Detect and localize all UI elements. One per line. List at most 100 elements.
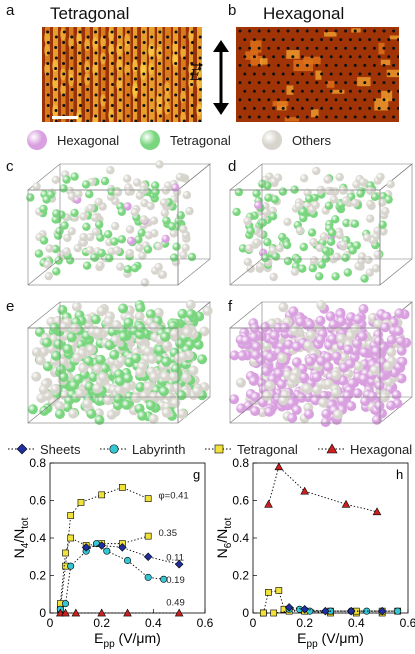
series-line: [86, 545, 180, 565]
y-tick-label: 0.4: [29, 531, 46, 545]
data-point: [160, 575, 168, 583]
legend-circle-icon: [109, 444, 119, 454]
data-point: [363, 607, 371, 615]
data-point: [67, 562, 75, 570]
data-point: [264, 499, 273, 508]
data-point: [143, 552, 153, 561]
data-point: [97, 608, 106, 617]
legend-sphere-icon: [140, 130, 160, 150]
hexagonal-micrograph: [236, 27, 399, 122]
panel-letter: g: [193, 467, 200, 482]
simulation-box-e: [27, 299, 213, 425]
series-line: [60, 543, 164, 610]
field-vector-arrow-icon: [191, 62, 203, 68]
legend-label: Hexagonal: [57, 132, 120, 148]
data-point: [300, 605, 309, 614]
x-tick-label: 0.2: [93, 616, 110, 630]
x-tick-label: 0.6: [197, 616, 214, 630]
series-annotation: 0.11: [166, 553, 184, 564]
y-tick-label: 0.8: [29, 456, 46, 470]
panel-letter: h: [396, 467, 403, 482]
series-line: [59, 486, 149, 610]
data-point: [174, 560, 184, 569]
data-point: [67, 534, 75, 542]
simulation-box-f: [229, 300, 413, 428]
data-point: [372, 507, 382, 516]
data-point: [123, 556, 132, 565]
data-point: [341, 499, 351, 508]
y-tick-label: 0.6: [232, 494, 249, 508]
data-point: [259, 609, 267, 617]
panel-b-letter: b: [228, 2, 237, 19]
particle-legend-item: Tetragonal: [140, 130, 231, 150]
data-point: [265, 589, 272, 596]
y-tick-label: 0.2: [29, 569, 46, 583]
data-point: [346, 606, 356, 616]
series-annotation: φ=0.41: [159, 491, 189, 502]
data-point: [56, 608, 65, 617]
scale-bar: [52, 116, 78, 119]
simulation-box-c: [26, 160, 211, 287]
y-tick-label: 0.2: [232, 569, 249, 583]
x-tick-label: 0.4: [348, 616, 365, 630]
data-point: [118, 543, 127, 552]
data-point: [284, 603, 294, 612]
particle-legend: Hexagonal Tetragonal Others: [0, 130, 415, 154]
y-tick-label: 0: [242, 606, 249, 620]
data-point: [300, 486, 309, 495]
data-point: [103, 547, 111, 555]
panel-f-letter: f: [228, 298, 233, 315]
field-label: E: [190, 66, 201, 84]
series-line: [268, 465, 378, 513]
data-point: [321, 606, 330, 616]
series-legend: Sheets Labyrinth Tetragonal Hexagonal: [0, 440, 415, 458]
legend-label: Tetragonal: [170, 132, 231, 148]
data-point: [77, 499, 85, 506]
series-annotation: 0.19: [166, 575, 185, 586]
y-axis-label: N4/Ntot: [11, 517, 31, 558]
data-point: [61, 608, 70, 617]
data-point: [275, 587, 283, 594]
x-tick-label: 0: [250, 616, 257, 630]
data-point: [274, 462, 284, 471]
panel-d-letter: d: [228, 158, 237, 175]
y-tick-label: 0.4: [232, 531, 249, 545]
y-tick-label: 0: [39, 606, 46, 620]
data-point: [394, 607, 402, 615]
data-point: [144, 532, 152, 540]
legend-triangle-icon: [326, 443, 338, 454]
legend-sphere-icon: [27, 130, 47, 150]
panel-b-title: Hexagonal: [263, 4, 345, 23]
field-arrow-icon: [213, 40, 229, 115]
tetragonal-micrograph: [42, 27, 202, 122]
data-point: [61, 600, 70, 608]
legend-diamond-icon: [16, 443, 28, 455]
panel-a-title: Tetragonal: [50, 4, 130, 23]
chart-h: 0 0.2 0.4 0.6 0 0.2 0.4 0.6 0.8 h N6/Ntot Epp (V/μm…: [214, 456, 415, 650]
legend-square-icon: [214, 444, 224, 454]
x-tick-label: 0: [47, 616, 54, 630]
series-legend-label: Sheets: [40, 442, 81, 457]
simulation-box-d: [229, 163, 413, 286]
panel-a-letter: a: [6, 2, 15, 19]
data-point: [81, 543, 91, 552]
particle-legend-item: Others: [262, 130, 331, 150]
chart-g: 0 0.2 0.4 0.6 0 0.2 0.4 0.6 0.8 φ=0.41 0.35 0.11 0.1…: [11, 456, 214, 650]
data-point: [97, 541, 106, 550]
data-point: [118, 484, 126, 491]
data-point: [71, 608, 81, 617]
panel-c-letter: c: [6, 158, 14, 175]
particle-legend-item: Hexagonal: [27, 130, 119, 150]
panel-e-letter: e: [6, 298, 15, 315]
series-legend-label: Labyrinth: [132, 442, 185, 457]
x-axis-label: Epp (V/μm): [297, 630, 364, 650]
series-annotation: 0.49: [166, 598, 185, 609]
series-line: [289, 606, 383, 612]
data-point: [174, 608, 184, 617]
y-tick-label: 0.8: [232, 456, 249, 470]
series-annotation: 0.35: [159, 528, 178, 539]
data-point: [98, 491, 106, 499]
series-legend-label: Tetragonal: [237, 442, 298, 457]
data-point: [377, 606, 387, 616]
data-point: [270, 609, 278, 617]
